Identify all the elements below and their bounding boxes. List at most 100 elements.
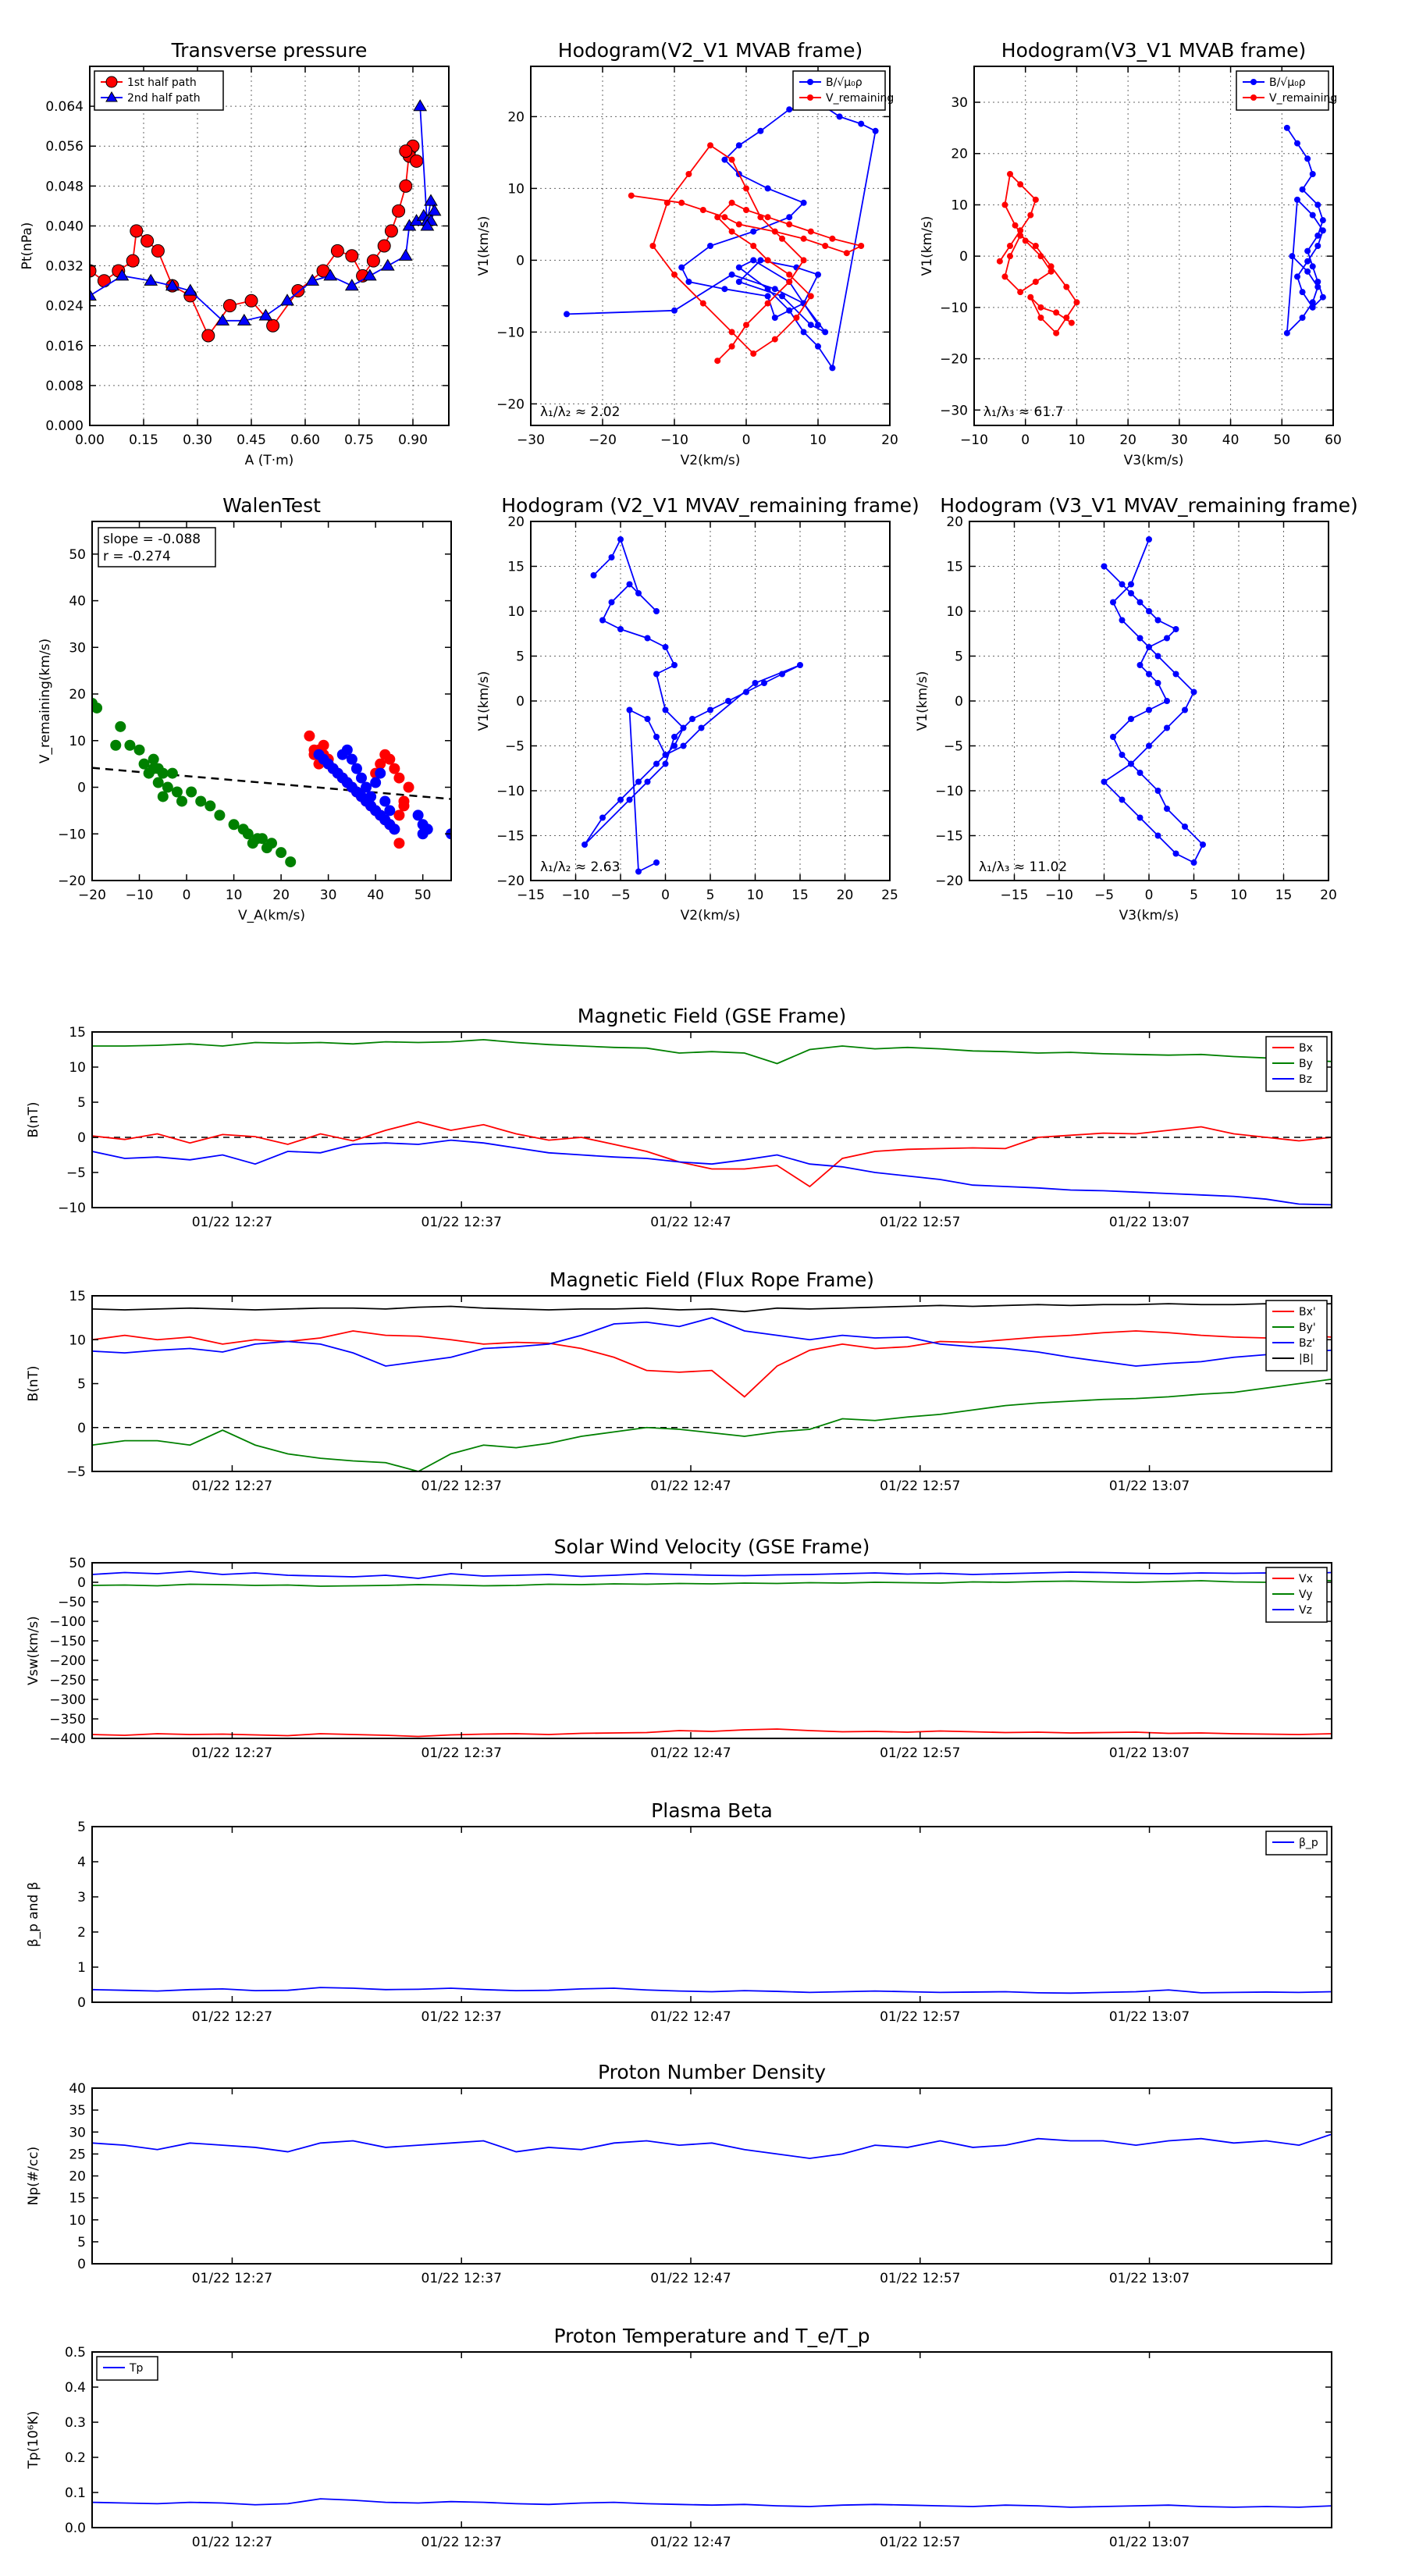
data-point bbox=[829, 365, 836, 372]
data-point bbox=[807, 322, 814, 329]
x-tick-label: 0 bbox=[742, 432, 751, 448]
data-point bbox=[779, 235, 785, 242]
y-tick-label: 10 bbox=[69, 2213, 86, 2229]
legend-label: Vy bbox=[1299, 1589, 1313, 1601]
x-tick-label: 01/22 13:07 bbox=[1109, 1215, 1190, 1230]
y-tick-label: −5 bbox=[944, 739, 963, 755]
eigen-ratio-annotation: λ₁/λ₂ ≈ 2.02 bbox=[540, 404, 620, 420]
data-point bbox=[256, 833, 268, 845]
y-tick-label: 5 bbox=[516, 649, 525, 665]
data-point bbox=[1294, 196, 1300, 203]
data-point bbox=[1037, 304, 1044, 311]
y-tick-label: 30 bbox=[69, 2125, 86, 2140]
x-tick-label: −20 bbox=[78, 888, 106, 903]
data-point bbox=[166, 767, 178, 779]
data-point bbox=[786, 214, 793, 221]
x-tick-label: 01/22 12:37 bbox=[422, 1215, 502, 1230]
data-point bbox=[707, 243, 713, 249]
data-point bbox=[1309, 212, 1316, 219]
x-tick-label: 01/22 12:37 bbox=[422, 2271, 502, 2286]
data-point bbox=[807, 293, 814, 300]
series-group bbox=[1101, 536, 1206, 866]
data-point bbox=[276, 847, 287, 859]
data-point bbox=[757, 127, 764, 134]
data-point bbox=[362, 269, 377, 281]
data-point bbox=[617, 536, 624, 543]
legend-label: B/√μ₀ρ bbox=[826, 76, 863, 89]
data-point bbox=[750, 243, 757, 249]
y-tick-label: 10 bbox=[951, 197, 968, 213]
legend-label: By' bbox=[1299, 1322, 1316, 1334]
y-tick-label: 30 bbox=[69, 640, 86, 656]
data-point bbox=[996, 258, 1003, 265]
legend: 1st half path 2nd half path bbox=[94, 70, 224, 111]
series-group bbox=[92, 1987, 1332, 1994]
x-axis-label: V3(km/s) bbox=[1119, 908, 1179, 923]
series-line-By' bbox=[92, 1378, 1332, 1471]
data-point bbox=[90, 264, 97, 278]
y-tick-label: 20 bbox=[69, 687, 86, 703]
plot-frame bbox=[91, 1295, 1332, 1472]
data-point bbox=[1017, 232, 1024, 239]
series-line-Vz bbox=[92, 1571, 1332, 1579]
data-point bbox=[1063, 315, 1070, 321]
x-tick-label: 20 bbox=[837, 888, 854, 903]
data-point bbox=[133, 744, 145, 756]
data-point bbox=[653, 671, 660, 678]
data-point bbox=[764, 293, 771, 300]
data-point bbox=[393, 809, 405, 821]
data-point bbox=[1032, 243, 1039, 249]
x-tick-label: 01/22 13:07 bbox=[1109, 2535, 1190, 2550]
data-point bbox=[1007, 243, 1013, 249]
data-point bbox=[1164, 698, 1170, 704]
series-group bbox=[92, 697, 451, 868]
data-point bbox=[205, 800, 216, 812]
x-tick-label: −20 bbox=[589, 432, 617, 448]
legend: β_p bbox=[1265, 1831, 1328, 1856]
data-point bbox=[304, 730, 315, 742]
data-point bbox=[1154, 788, 1161, 794]
y-tick-label: −5 bbox=[66, 1165, 86, 1181]
data-point bbox=[590, 572, 597, 578]
series-line-Vy bbox=[92, 1578, 1332, 1587]
series-line-Np bbox=[92, 2133, 1332, 2159]
data-point bbox=[872, 127, 879, 134]
legend-label: Bx' bbox=[1299, 1306, 1316, 1318]
data-point bbox=[771, 315, 778, 321]
data-point bbox=[815, 343, 821, 350]
x-tick-label: 0.30 bbox=[183, 432, 212, 448]
data-point bbox=[829, 235, 836, 242]
x-axis-label: V3(km/s) bbox=[1124, 453, 1184, 468]
x-tick-label: −10 bbox=[660, 432, 688, 448]
data-point bbox=[662, 752, 669, 758]
data-point bbox=[370, 777, 382, 788]
x-tick-label: 60 bbox=[1325, 432, 1342, 448]
panel-np: 01/22 12:27 01/22 12:37 01/22 12:47 01/22 1… bbox=[26, 2061, 1332, 2286]
x-tick-label: −10 bbox=[1045, 888, 1073, 903]
plot-frame bbox=[91, 1562, 1332, 1739]
y-axis-label: Np(#/cc) bbox=[26, 2147, 41, 2205]
series-line-V_remaining bbox=[631, 144, 863, 361]
data-point bbox=[1136, 599, 1144, 606]
data-point bbox=[599, 814, 606, 821]
y-tick-label: 0 bbox=[516, 694, 525, 710]
y-axis-label: V_remaining(km/s) bbox=[37, 639, 53, 763]
y-axis-label: B(nT) bbox=[26, 1365, 41, 1401]
plot-frame bbox=[91, 1031, 1332, 1208]
series-line-2nd half path bbox=[90, 106, 436, 322]
data-point bbox=[323, 269, 338, 281]
data-point bbox=[157, 767, 169, 779]
data-point bbox=[685, 171, 692, 177]
chart-title: Solar Wind Velocity (GSE Frame) bbox=[554, 1535, 870, 1558]
series-line-B/√μ₀ρ bbox=[566, 101, 877, 370]
y-tick-label: 0.024 bbox=[45, 299, 84, 315]
data-point bbox=[714, 214, 721, 221]
data-point bbox=[764, 286, 771, 293]
data-point bbox=[124, 739, 136, 751]
data-point bbox=[699, 300, 706, 307]
data-point bbox=[92, 702, 103, 713]
y-tick-label: 40 bbox=[69, 2081, 86, 2097]
y-axis-label: V1(km/s) bbox=[915, 671, 930, 731]
y-tick-label: −10 bbox=[496, 325, 525, 340]
